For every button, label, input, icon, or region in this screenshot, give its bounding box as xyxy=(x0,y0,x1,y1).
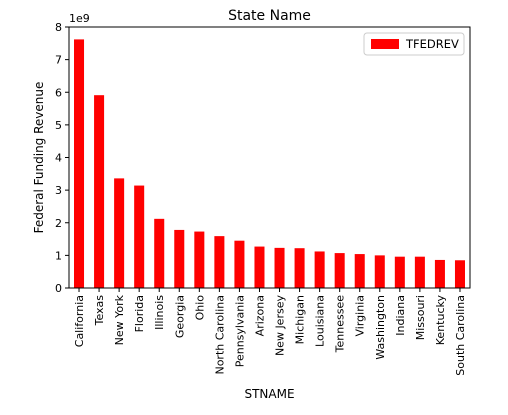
x-tick-label: Pennsylvania xyxy=(233,295,246,367)
x-tick-label: Illinois xyxy=(153,295,166,330)
y-tick-label: 7 xyxy=(55,54,62,67)
bar-illinois xyxy=(154,218,165,288)
bar-tennessee xyxy=(334,253,345,288)
x-tick-label: South Carolina xyxy=(454,295,467,376)
legend-label: TFEDREV xyxy=(405,37,459,51)
x-tick-label: New Jersey xyxy=(274,295,287,357)
bar-louisiana xyxy=(314,251,325,288)
x-axis-label: STNAME xyxy=(244,387,294,401)
bar-new-york xyxy=(114,178,125,288)
x-tick-label: Virginia xyxy=(354,295,367,336)
bars-group xyxy=(74,39,465,289)
bar-north-carolina xyxy=(214,236,225,288)
x-tick-label: New York xyxy=(113,294,126,345)
chart-title: State Name xyxy=(228,8,311,24)
y-tick-label: 6 xyxy=(55,86,62,99)
bar-arizona xyxy=(254,246,265,288)
bar-indiana xyxy=(394,256,405,288)
x-tick-label: Michigan xyxy=(294,295,307,344)
legend-box xyxy=(363,32,465,56)
plot-area xyxy=(69,27,470,288)
y-axis-ticks: 0 1 2 3 4 5 6 7 8 xyxy=(55,21,69,295)
x-tick-label: Texas xyxy=(93,295,106,327)
bar-ohio xyxy=(194,231,205,288)
y-axis-scale-label: 1e9 xyxy=(69,12,90,25)
y-axis-label: Federal Funding Revenue xyxy=(32,82,46,234)
x-tick-label: North Carolina xyxy=(213,295,226,375)
x-tick-label: Georgia xyxy=(173,295,186,338)
y-tick-label: 0 xyxy=(55,282,62,295)
x-tick-label: California xyxy=(73,295,86,347)
bar-washington xyxy=(374,255,385,288)
bar-california xyxy=(74,39,85,289)
bar-kentucky xyxy=(434,259,445,288)
bar-virginia xyxy=(354,254,365,288)
bar-pennsylvania xyxy=(234,240,245,288)
x-tick-label: Arizona xyxy=(253,295,266,336)
x-tick-label: Missouri xyxy=(414,295,427,340)
plot-frame xyxy=(68,26,471,289)
x-tick-label: Indiana xyxy=(394,295,407,336)
y-tick-label: 5 xyxy=(55,119,62,132)
bar-texas xyxy=(94,95,105,288)
x-tick-label: Louisiana xyxy=(314,295,327,347)
bar-florida xyxy=(134,185,145,288)
x-axis-ticks: California Texas New York Florida Illinois Ge… xyxy=(73,288,467,376)
y-tick-label: 2 xyxy=(55,217,62,230)
legend-swatch xyxy=(371,39,399,49)
x-tick-label: Washington xyxy=(374,295,387,360)
bar-missouri xyxy=(414,256,425,288)
y-tick-label: 4 xyxy=(55,152,62,165)
x-tick-label: Tennessee xyxy=(334,295,347,354)
y-tick-label: 1 xyxy=(55,249,62,262)
y-tick-label: 3 xyxy=(55,184,62,197)
y-tick-label: 8 xyxy=(55,21,62,34)
bar-georgia xyxy=(174,229,185,288)
x-tick-label: Florida xyxy=(133,295,146,332)
bar-south-carolina xyxy=(454,260,465,288)
bar-michigan xyxy=(294,248,305,288)
x-tick-label: Ohio xyxy=(193,295,206,321)
x-tick-label: Kentucky xyxy=(434,295,447,346)
bar-new-jersey xyxy=(274,247,285,288)
legend: TFEDREV xyxy=(363,32,465,56)
